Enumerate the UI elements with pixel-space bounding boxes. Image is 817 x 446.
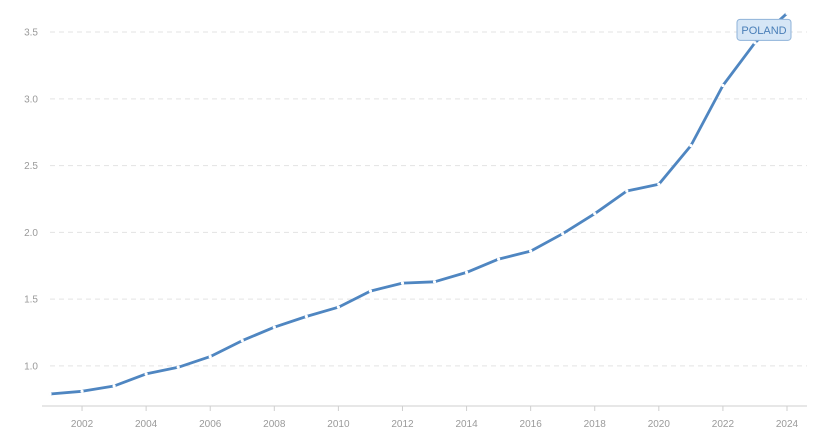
x-tick-label: 2012 <box>391 419 414 430</box>
data-point[interactable] <box>593 212 597 216</box>
x-tick-label: 2024 <box>776 419 799 430</box>
series-label: POLAND <box>736 18 792 41</box>
series-layer <box>48 11 789 396</box>
x-tick-label: 2008 <box>263 419 286 430</box>
data-point[interactable] <box>80 389 84 393</box>
series-line <box>48 11 789 396</box>
data-point[interactable] <box>625 189 629 193</box>
y-tick-label: 1.5 <box>24 295 38 306</box>
data-point[interactable] <box>529 249 533 253</box>
grid-layer <box>50 31 807 367</box>
data-point[interactable] <box>368 289 373 293</box>
data-point[interactable] <box>785 11 789 15</box>
x-tick-label: 2006 <box>199 419 222 430</box>
data-point[interactable] <box>48 392 52 396</box>
y-tick-label: 3.0 <box>24 94 38 105</box>
x-tick-label: 2022 <box>712 419 735 430</box>
series-label-text: POLAND <box>741 25 786 37</box>
data-point[interactable] <box>208 354 212 359</box>
series-label-box <box>736 18 792 41</box>
x-tick-label: 2020 <box>648 419 671 430</box>
data-point[interactable] <box>432 280 437 284</box>
axis-layer: 1.0 1.5 2.0 2.5 3.0 3.5 2002 2004 2006 2008 2010 20… <box>24 28 807 430</box>
data-point[interactable] <box>272 325 276 329</box>
x-tick-label: 2016 <box>520 419 543 430</box>
data-point[interactable] <box>689 143 693 148</box>
series-label-layer: POLAND <box>736 18 792 41</box>
data-point[interactable] <box>753 41 757 45</box>
data-point[interactable] <box>240 338 244 343</box>
y-tick-label: 3.5 <box>24 28 38 39</box>
y-tick-label: 1.0 <box>24 361 38 372</box>
y-tick-label: 2.5 <box>24 161 38 172</box>
data-point[interactable] <box>464 270 469 275</box>
data-point[interactable] <box>144 372 148 376</box>
x-tick-label: 2018 <box>584 419 607 430</box>
x-tick-label: 2010 <box>327 419 350 430</box>
x-tick-label: 2014 <box>455 419 478 430</box>
data-point[interactable] <box>336 305 340 309</box>
y-tick-label: 2.0 <box>24 228 38 239</box>
data-point[interactable] <box>112 384 116 388</box>
x-tick-label: 2004 <box>135 419 158 430</box>
data-point[interactable] <box>561 232 565 236</box>
data-point[interactable] <box>176 365 180 369</box>
data-point[interactable] <box>400 281 405 285</box>
x-tick-label: 2002 <box>71 419 94 430</box>
data-point[interactable] <box>304 314 308 319</box>
data-point[interactable] <box>657 182 661 186</box>
data-point[interactable] <box>497 257 501 261</box>
data-point[interactable] <box>721 83 725 88</box>
